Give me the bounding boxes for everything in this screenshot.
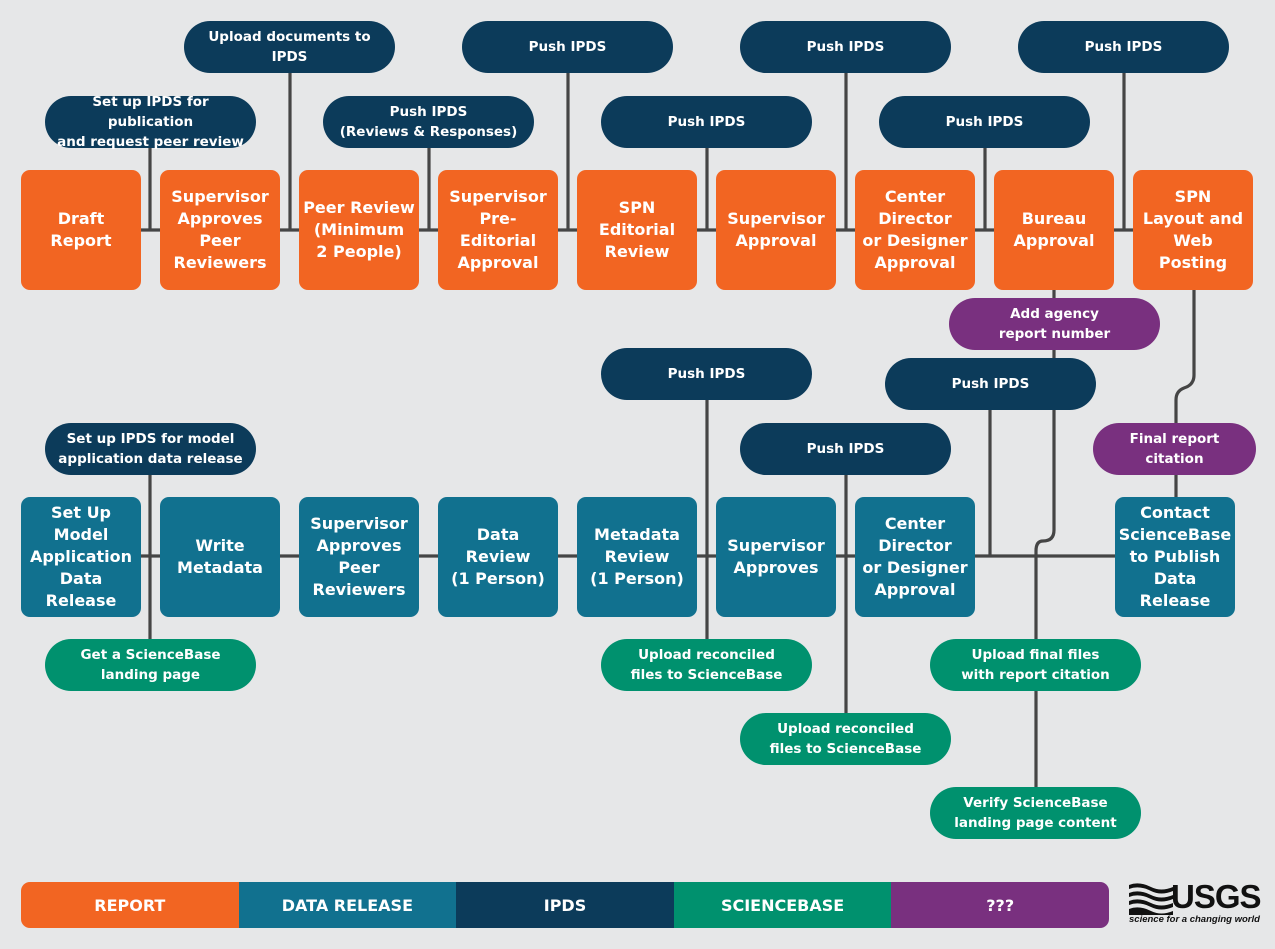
usgs-logo: USGS science for a changing world — [1127, 878, 1262, 932]
usgs-wave-icon — [1129, 883, 1173, 915]
legend-item-unknown: ??? — [891, 882, 1109, 928]
ipds-note-push-5: Push IPDS — [1018, 21, 1229, 73]
legend-item-sciencebase: SCIENCEBASE — [673, 882, 892, 928]
report-step-spn-editorial-review: SPN Editorial Review — [577, 170, 697, 290]
data-step-supervisor-approves-peer-reviewers: Supervisor Approves Peer Reviewers — [299, 497, 419, 617]
legend-item-ipds: IPDS — [456, 882, 674, 928]
ipds-note-setup-model-data-release: Set up IPDS for model application data r… — [45, 423, 256, 475]
ipds-note-push-2: Push IPDS — [601, 96, 812, 148]
data-step-setup-model-application: Set Up Model Application Data Release — [21, 497, 141, 617]
report-step-supervisor-pre-editorial-approval: Supervisor Pre-Editorial Approval — [438, 170, 558, 290]
data-step-center-director-approval: Center Director or Designer Approval — [855, 497, 975, 617]
unknown-note-final-report-citation: Final report citation — [1093, 423, 1256, 475]
usgs-wordmark: USGS — [1171, 878, 1262, 915]
report-step-supervisor-approval: Supervisor Approval — [716, 170, 836, 290]
legend: REPORT DATA RELEASE IPDS SCIENCEBASE ??? — [21, 882, 1109, 928]
ipds-note-data-push-1: Push IPDS — [601, 348, 812, 400]
sciencebase-note-verify-landing-page: Verify ScienceBase landing page content — [930, 787, 1141, 839]
ipds-note-push-4: Push IPDS — [879, 96, 1090, 148]
ipds-note-push-3: Push IPDS — [740, 21, 951, 73]
ipds-note-push-reviews-responses: Push IPDS (Reviews & Responses) — [323, 96, 534, 148]
report-step-center-director-approval: Center Director or Designer Approval — [855, 170, 975, 290]
report-step-peer-review: Peer Review (Minimum 2 People) — [299, 170, 419, 290]
data-step-metadata-review: Metadata Review (1 Person) — [577, 497, 697, 617]
data-step-write-metadata: Write Metadata — [160, 497, 280, 617]
sciencebase-note-landing-page: Get a ScienceBase landing page — [45, 639, 256, 691]
report-step-draft-report: Draft Report — [21, 170, 141, 290]
ipds-note-data-push-2: Push IPDS — [740, 423, 951, 475]
data-step-data-review: Data Review (1 Person) — [438, 497, 558, 617]
sciencebase-note-upload-reconciled-1: Upload reconciled files to ScienceBase — [601, 639, 812, 691]
sciencebase-note-upload-reconciled-2: Upload reconciled files to ScienceBase — [740, 713, 951, 765]
legend-item-report: REPORT — [21, 882, 239, 928]
ipds-note-push-1: Push IPDS — [462, 21, 673, 73]
report-step-bureau-approval: Bureau Approval — [994, 170, 1114, 290]
report-step-spn-layout-web-posting: SPN Layout and Web Posting — [1133, 170, 1253, 290]
legend-item-data-release: DATA RELEASE — [238, 882, 457, 928]
ipds-note-setup-publication: Set up IPDS for publication and request … — [45, 94, 256, 150]
unknown-note-add-agency-report-number: Add agency report number — [949, 298, 1160, 350]
ipds-note-upload-documents: Upload documents to IPDS — [184, 21, 395, 73]
report-step-supervisor-approves-peer-reviewers: Supervisor Approves Peer Reviewers — [160, 170, 280, 290]
data-step-supervisor-approves: Supervisor Approves — [716, 497, 836, 617]
data-step-contact-sciencebase: Contact ScienceBase to Publish Data Rele… — [1115, 497, 1235, 617]
sciencebase-note-upload-final-files: Upload final files with report citation — [930, 639, 1141, 691]
usgs-tagline: science for a changing world — [1129, 914, 1260, 925]
ipds-note-data-push-3: Push IPDS — [885, 358, 1096, 410]
